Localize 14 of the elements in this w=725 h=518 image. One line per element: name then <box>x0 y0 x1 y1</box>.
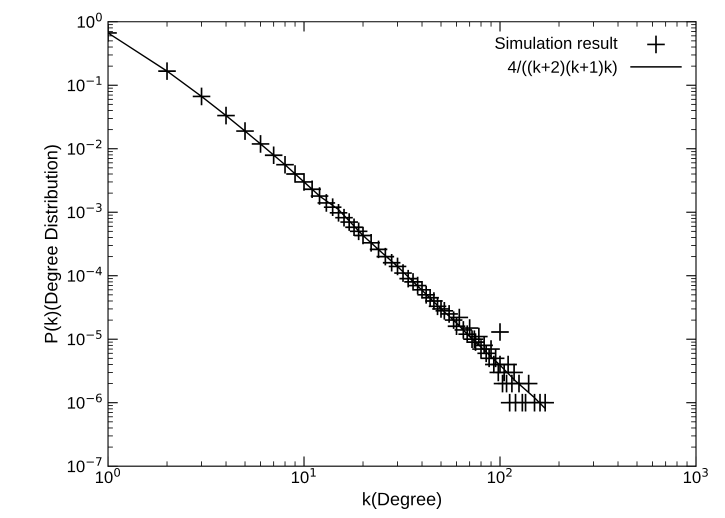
y-tick-label: 10$^{0}$ <box>78 12 102 28</box>
x-tick-label: 10$^{3}$ <box>684 468 708 484</box>
y-axis-title: P(k)(Degree Distribution) <box>44 145 62 342</box>
y-tick-label: 10$^{−4}$ <box>68 266 102 282</box>
y-tick-label: 10$^{−2}$ <box>68 140 102 155</box>
y-tick-label: 10$^{−6}$ <box>68 394 102 409</box>
x-tick-label: 10$^{1}$ <box>292 468 316 484</box>
y-tick-label: 10$^{−3}$ <box>68 203 102 218</box>
x-tick-label: 10$^{2}$ <box>488 468 512 484</box>
y-tick-label: 10$^{−5}$ <box>68 330 102 346</box>
y-tick-label: 10$^{−1}$ <box>68 76 102 92</box>
x-axis-title: k(Degree) <box>363 492 442 509</box>
legend-label: 4/((k+2)(k+1)k) <box>508 60 617 76</box>
legend-label: Simulation result <box>495 36 618 49</box>
